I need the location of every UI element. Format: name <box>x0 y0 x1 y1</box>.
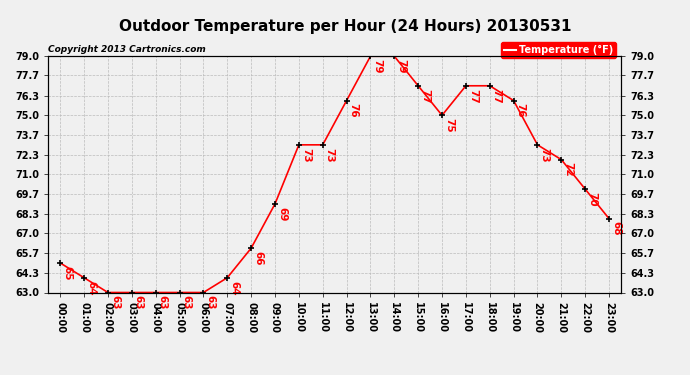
Text: 63: 63 <box>110 295 120 310</box>
Text: 79: 79 <box>396 59 406 74</box>
Text: 63: 63 <box>157 295 168 310</box>
Text: 77: 77 <box>492 88 502 103</box>
Text: 63: 63 <box>181 295 192 310</box>
Text: 73: 73 <box>325 148 335 162</box>
Text: 76: 76 <box>348 104 359 118</box>
Text: 66: 66 <box>253 251 263 266</box>
Text: 69: 69 <box>277 207 287 221</box>
Text: 72: 72 <box>563 162 573 177</box>
Text: 70: 70 <box>587 192 597 207</box>
Text: Outdoor Temperature per Hour (24 Hours) 20130531: Outdoor Temperature per Hour (24 Hours) … <box>119 19 571 34</box>
Text: 64: 64 <box>229 280 239 295</box>
Text: 65: 65 <box>62 266 72 280</box>
Text: 76: 76 <box>515 104 526 118</box>
Text: 73: 73 <box>540 148 549 162</box>
Text: 77: 77 <box>468 88 478 103</box>
Text: 79: 79 <box>373 59 382 74</box>
Text: 63: 63 <box>206 295 215 310</box>
Text: 64: 64 <box>86 280 96 295</box>
Text: 73: 73 <box>301 148 310 162</box>
Legend: Temperature (°F): Temperature (°F) <box>502 42 616 58</box>
Text: 68: 68 <box>611 222 621 236</box>
Text: 75: 75 <box>444 118 454 133</box>
Text: Copyright 2013 Cartronics.com: Copyright 2013 Cartronics.com <box>48 45 206 54</box>
Text: 77: 77 <box>420 88 430 103</box>
Text: 63: 63 <box>134 295 144 310</box>
